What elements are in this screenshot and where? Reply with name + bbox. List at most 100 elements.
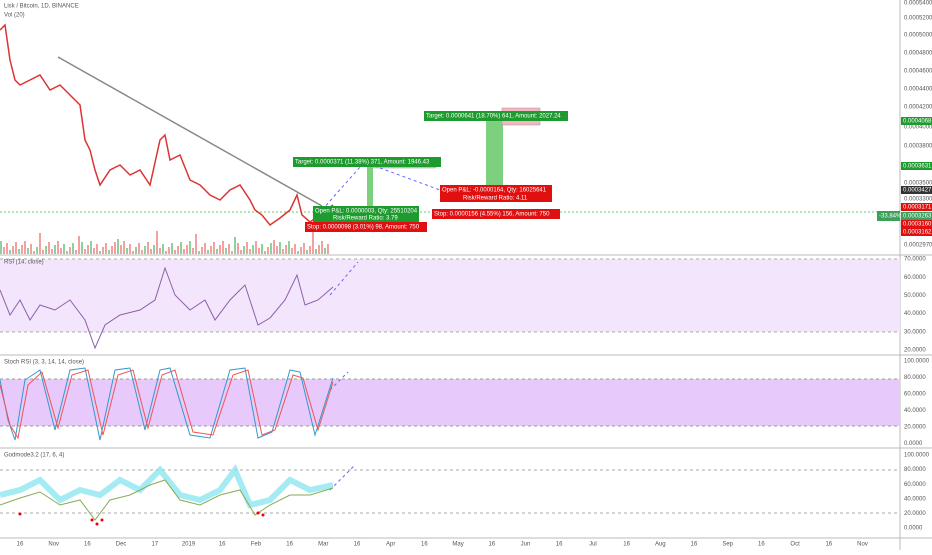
volume-bar <box>36 247 38 254</box>
volume-bar <box>3 247 5 254</box>
volume-bar <box>300 247 302 254</box>
volume-bar <box>306 250 308 254</box>
volume-bar <box>258 248 260 254</box>
volume-bar <box>87 245 89 254</box>
time-label: 16 <box>825 542 832 548</box>
volume-bar <box>9 250 11 254</box>
volume-bar <box>114 242 116 254</box>
volume-bar <box>240 250 242 254</box>
volume-bar <box>18 249 20 254</box>
volume-bar <box>132 251 134 254</box>
rsi-band <box>0 259 900 332</box>
time-label: 16 <box>488 542 495 548</box>
time-label: 16 <box>84 542 91 548</box>
volume-bar <box>327 244 329 254</box>
volume-bar <box>24 241 26 254</box>
volume-bar <box>39 233 41 254</box>
volume-bar <box>12 246 14 254</box>
volume-bar <box>243 246 245 254</box>
volume-bar <box>93 248 95 254</box>
volume-bar <box>282 249 284 254</box>
time-label: Sep <box>722 542 733 548</box>
volume-label: Vol (20) <box>4 13 25 19</box>
volume-bar <box>156 231 158 254</box>
price-badge-label: 0.0003162 <box>903 230 932 236</box>
volume-bar <box>120 245 122 254</box>
volume-bar <box>72 243 74 254</box>
stoch-band <box>0 379 900 426</box>
volume-bar <box>147 242 149 254</box>
time-label: May <box>452 542 463 548</box>
volume-bar <box>183 249 185 254</box>
volume-bar <box>129 244 131 254</box>
volume-bar <box>69 247 71 254</box>
price-badge-label: 0.0004068 <box>903 119 932 125</box>
time-label: 16 <box>623 542 630 548</box>
volume-bar <box>252 245 254 254</box>
price-tick: 0.0004600 <box>904 69 932 75</box>
volume-bar <box>291 248 293 254</box>
time-label: 16 <box>556 542 563 548</box>
volume-bar <box>201 247 203 254</box>
volume-bar <box>225 248 227 254</box>
volume-bar <box>189 241 191 254</box>
volume-bar <box>54 245 56 254</box>
volume-bar <box>324 248 326 254</box>
pane-tick: 60.0000 <box>904 392 926 398</box>
volume-bar <box>84 249 86 254</box>
volume-bar <box>312 232 314 254</box>
volume-bar <box>75 250 77 254</box>
volume-bar <box>255 241 257 254</box>
volume-bar <box>117 239 119 254</box>
volume-bar <box>210 246 212 254</box>
volume-bar <box>267 247 269 254</box>
volume-bar <box>99 251 101 254</box>
pane-tick: 70.0000 <box>904 257 926 263</box>
volume-bar <box>45 246 47 254</box>
volume-bar <box>246 242 248 254</box>
price-badge <box>901 162 932 170</box>
volume-bar <box>141 250 143 254</box>
time-label: 16 <box>354 542 361 548</box>
volume-bar <box>237 243 239 254</box>
volume-bar <box>60 248 62 254</box>
pane-title: Stoch RSI (3, 3, 14, 14, close) <box>4 360 84 366</box>
volume-bar <box>261 244 263 254</box>
time-label: Oct <box>790 542 800 548</box>
volume-bar <box>21 245 23 254</box>
change-label: -33.84% <box>879 214 902 220</box>
label-bg <box>432 209 560 219</box>
volume-bar <box>81 242 83 254</box>
volume-bar <box>264 251 266 254</box>
volume-bar <box>318 245 320 254</box>
god-dots <box>18 511 265 526</box>
price-badge <box>901 186 932 194</box>
ratio-label: Risk/Reward Ratio: 4.11 <box>463 196 528 202</box>
price-tick: 0.0004200 <box>904 105 932 111</box>
volume-bar <box>15 242 17 254</box>
label-bg <box>313 206 419 223</box>
change-bg <box>877 211 900 221</box>
pane-tick: 20.0000 <box>904 348 926 354</box>
volume-bar <box>270 243 272 254</box>
time-label: 16 <box>286 542 293 548</box>
time-label: Nov <box>48 542 59 548</box>
time-label: 16 <box>758 542 765 548</box>
volume-bar <box>273 240 275 254</box>
volume-bar <box>279 242 281 254</box>
time-label: Feb <box>251 542 262 548</box>
volume-bar <box>285 245 287 254</box>
volume-bar <box>174 250 176 254</box>
volume-bar <box>165 251 167 254</box>
price-tick: 0.0004400 <box>904 87 932 93</box>
volume-bar <box>207 250 209 254</box>
volume-bar <box>78 236 80 254</box>
time-label: 16 <box>219 542 226 548</box>
volume-bar <box>234 237 236 254</box>
pane-tick: 40.0000 <box>904 311 926 317</box>
time-label: Mar <box>318 542 328 548</box>
volume-bar <box>159 248 161 254</box>
volume-bar <box>186 245 188 254</box>
pane-tick: 20.0000 <box>904 511 926 517</box>
pane-title: Godmode3.2 (17, 6, 4) <box>4 453 64 459</box>
